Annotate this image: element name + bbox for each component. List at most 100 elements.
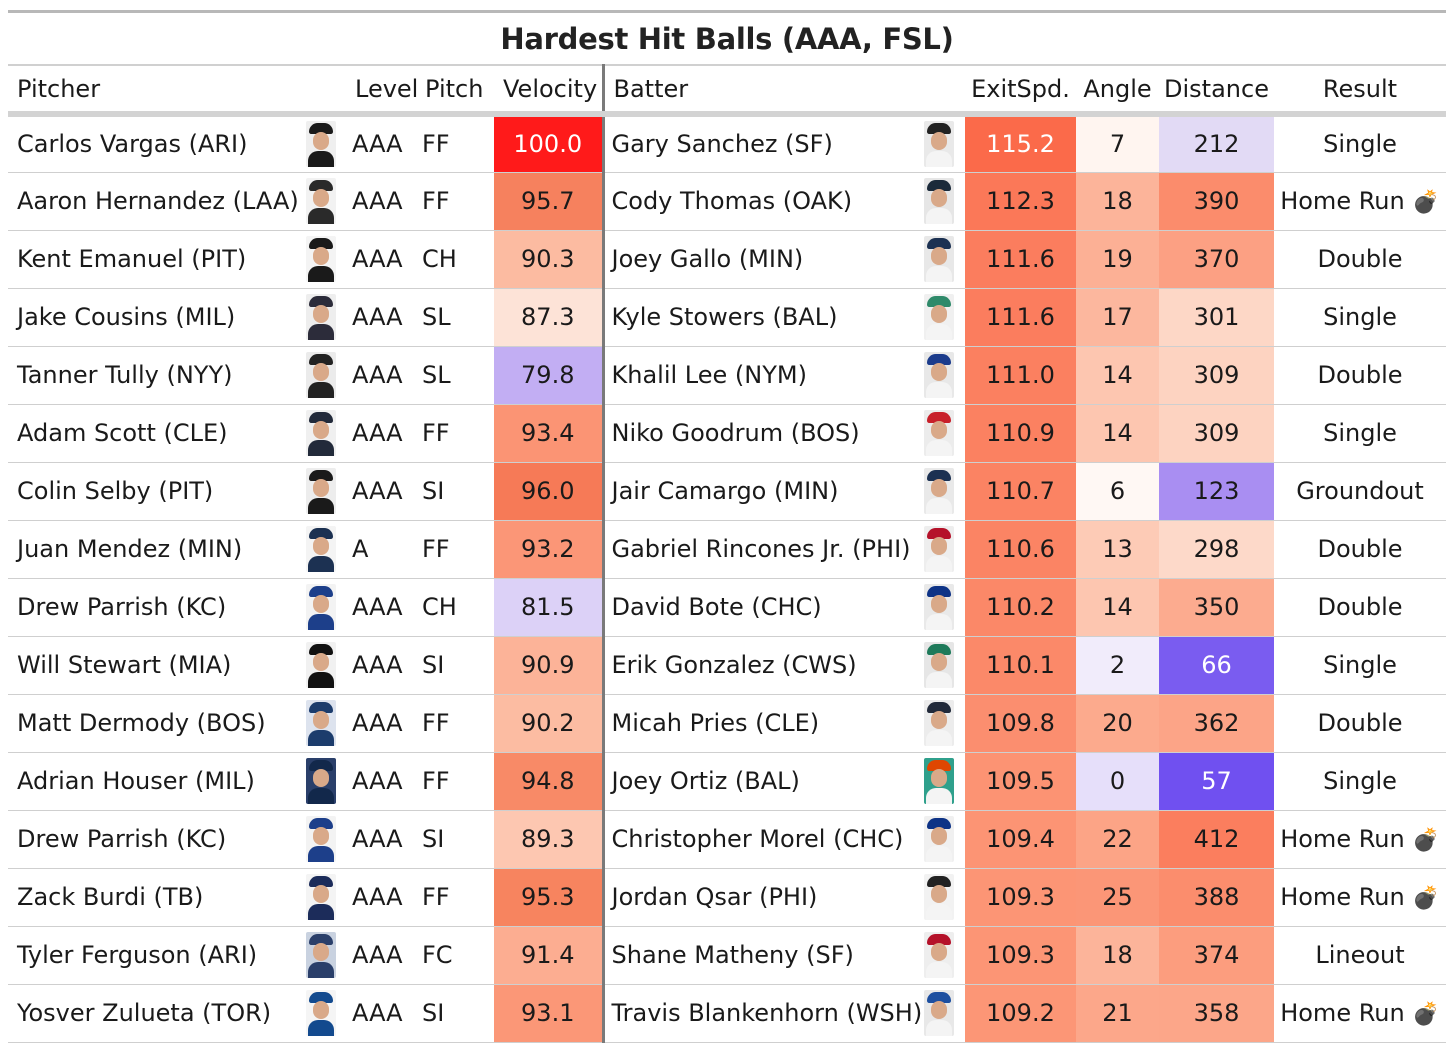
table-row: Kent Emanuel (PIT) AAA CH 90.3 Joey Gallo (M… — [8, 230, 1446, 288]
level-cell: AAA — [352, 883, 403, 911]
batter-photo-cell — [913, 114, 965, 172]
pitcher-headshot — [306, 178, 336, 224]
batter-photo-cell — [913, 694, 965, 752]
angle-cell: 22 — [1076, 810, 1159, 868]
velocity-cell: 93.4 — [494, 404, 603, 462]
angle-cell: 7 — [1076, 114, 1159, 172]
angle-cell: 21 — [1076, 984, 1159, 1042]
velocity-cell: 96.0 — [494, 462, 603, 520]
result-cell: Home Run 💣 — [1274, 172, 1446, 230]
header-angle[interactable]: Angle — [1076, 65, 1159, 117]
exit-speed-cell: 109.8 — [965, 694, 1076, 752]
header-pitch[interactable]: Pitch — [416, 65, 494, 117]
table-row: Adam Scott (CLE) AAA FF 93.4 Niko Goodrum (B… — [8, 404, 1446, 462]
table-row: Zack Burdi (TB) AAA FF 95.3 Jordan Qsar (PHI… — [8, 868, 1446, 926]
pitcher-headshot — [306, 642, 336, 688]
distance-cell: 212 — [1159, 114, 1274, 172]
batter-photo-cell — [913, 404, 965, 462]
bomb-icon: 💣 — [1412, 828, 1440, 853]
header-pitcher[interactable]: Pitcher — [8, 65, 346, 117]
header-velocity[interactable]: Velocity — [494, 65, 603, 117]
angle-cell: 18 — [1076, 172, 1159, 230]
angle-cell: 14 — [1076, 404, 1159, 462]
exit-speed-cell: 115.2 — [965, 114, 1076, 172]
pitch-type-cell: FF — [422, 187, 450, 215]
angle-cell: 19 — [1076, 230, 1159, 288]
exit-speed-cell: 109.3 — [965, 926, 1076, 984]
batter-name: Jordan Qsar (PHI) — [601, 868, 913, 926]
result-cell: Double — [1274, 230, 1446, 288]
pitcher-photo-cell — [296, 810, 346, 868]
exit-speed-cell: 110.9 — [965, 404, 1076, 462]
bomb-icon: 💣 — [1412, 1002, 1440, 1027]
result-cell: Single — [1274, 114, 1446, 172]
result-label: Single — [1323, 303, 1397, 331]
pitcher-photo-cell — [296, 114, 346, 172]
result-cell: Double — [1274, 346, 1446, 404]
pitcher-headshot — [306, 236, 336, 282]
table-row: Aaron Hernandez (LAA) AAA FF 95.7 Cody Thoma… — [8, 172, 1446, 230]
velocity-cell: 95.7 — [494, 172, 603, 230]
pitcher-name: Carlos Vargas (ARI) — [17, 130, 248, 159]
header-distance[interactable]: Distance — [1159, 65, 1274, 117]
exit-speed-cell: 111.6 — [965, 288, 1076, 346]
distance-cell: 374 — [1159, 926, 1274, 984]
pitcher-photo-cell — [296, 346, 346, 404]
pitcher-photo-cell — [296, 288, 346, 346]
result-label: Home Run — [1280, 825, 1405, 853]
result-cell: Lineout — [1274, 926, 1446, 984]
pitcher-headshot — [306, 874, 336, 920]
result-cell: Home Run 💣 — [1274, 984, 1446, 1042]
batter-name: Gabriel Rincones Jr. (PHI) — [601, 520, 913, 578]
level-cell: AAA — [352, 303, 403, 331]
table-header: Pitcher Level Pitch Velocity Batter Exit… — [8, 65, 1446, 117]
result-label: Groundout — [1296, 477, 1424, 505]
result-cell: Double — [1274, 578, 1446, 636]
pitch-type-cell: FF — [422, 130, 450, 159]
pitcher-photo-cell — [296, 404, 346, 462]
table-row: Drew Parrish (KC) AAA CH 81.5 David Bote (CH… — [8, 578, 1446, 636]
distance-cell: 388 — [1159, 868, 1274, 926]
table-container: Hardest Hit Balls (AAA, FSL) Pitcher Lev… — [8, 10, 1446, 1043]
pitch-type-cell: FC — [422, 941, 453, 969]
table-row: Tyler Ferguson (ARI) AAA FC 91.4 Shane Mathe… — [8, 926, 1446, 984]
header-level[interactable]: Level — [346, 65, 418, 117]
batter-name: Travis Blankenhorn (WSH) — [601, 984, 922, 1042]
result-label: Single — [1323, 651, 1397, 679]
header-batter[interactable]: Batter — [601, 65, 965, 117]
pitch-type-cell: CH — [422, 245, 457, 273]
pitcher-photo-cell — [296, 636, 346, 694]
result-cell: Single — [1274, 404, 1446, 462]
result-label: Single — [1323, 130, 1397, 159]
table-row: Carlos Vargas (ARI) AAA FF 100.0 Gary Sanche… — [8, 114, 1446, 172]
distance-cell: 301 — [1159, 288, 1274, 346]
batter-headshot — [924, 468, 954, 514]
pitcher-headshot — [306, 121, 336, 168]
header-exit-speed[interactable]: ExitSpd. — [965, 65, 1076, 117]
table-title: Hardest Hit Balls (AAA, FSL) — [500, 22, 954, 56]
pitcher-name: Aaron Hernandez (LAA) — [17, 187, 299, 215]
velocity-cell: 79.8 — [494, 346, 603, 404]
distance-cell: 123 — [1159, 462, 1274, 520]
batter-photo-cell — [913, 868, 965, 926]
angle-cell: 14 — [1076, 578, 1159, 636]
exit-speed-cell: 110.1 — [965, 636, 1076, 694]
angle-cell: 25 — [1076, 868, 1159, 926]
velocity-cell: 87.3 — [494, 288, 603, 346]
batter-headshot — [924, 816, 954, 862]
level-cell: AAA — [352, 245, 403, 273]
distance-cell: 298 — [1159, 520, 1274, 578]
result-label: Double — [1317, 593, 1403, 621]
batter-headshot — [924, 294, 954, 340]
pitcher-photo-cell — [296, 694, 346, 752]
pitch-type-cell: CH — [422, 593, 457, 621]
batter-headshot — [924, 236, 954, 282]
distance-cell: 362 — [1159, 694, 1274, 752]
distance-cell: 412 — [1159, 810, 1274, 868]
header-result[interactable]: Result — [1274, 65, 1446, 117]
pitcher-name: Colin Selby (PIT) — [17, 477, 214, 505]
pitcher-photo-cell — [296, 868, 346, 926]
batter-name: Gary Sanchez (SF) — [601, 114, 913, 172]
pitcher-headshot — [306, 294, 336, 340]
pitcher-photo-cell — [296, 230, 346, 288]
